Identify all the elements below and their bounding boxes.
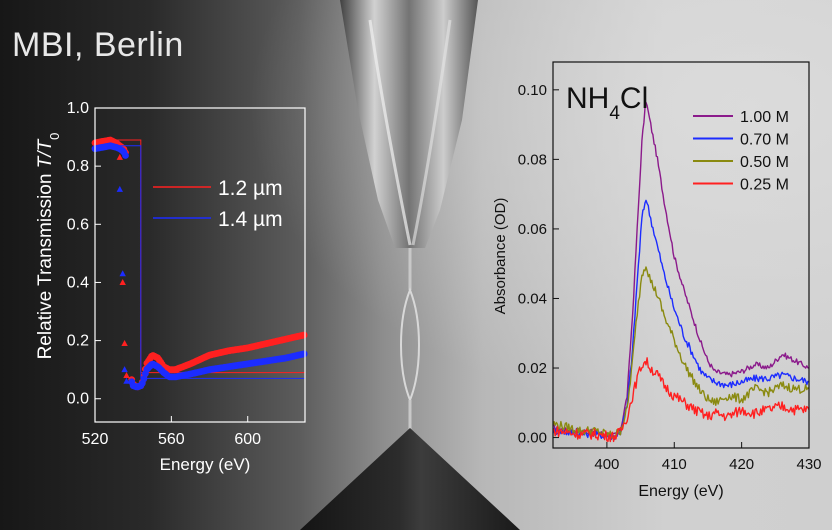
series-1-triangle-marker: [123, 377, 130, 384]
transmission-legend: 1.2 µm 1.4 µm: [153, 177, 283, 231]
absorbance-axes: 400 410 420 430 0.00 0.02 0.04 0.06 0.08 0.10: [518, 61, 822, 473]
series-0-triangle-marker: [121, 340, 128, 346]
catcher-cone-shape: [300, 428, 520, 530]
y-tick-label: 0.2: [67, 333, 89, 350]
legend-label-1: 1.4 µm: [218, 208, 283, 231]
absorbance-legend: 1.00 M 0.70 M 0.50 M 0.25 M: [693, 109, 789, 194]
x-tick-label: 420: [729, 456, 754, 473]
x-tick-label: 400: [594, 456, 619, 473]
x-tick-label: 520: [82, 431, 109, 448]
x-tick-label: 430: [796, 456, 821, 473]
series-1-triangle-marker: [119, 270, 126, 277]
x-tick-label: 600: [234, 431, 261, 448]
y-tick-label: 1.0: [67, 100, 89, 117]
legend-label-2: 0.50 M: [740, 154, 789, 171]
series-1-point: [300, 350, 308, 358]
watermark-text: MBI, Berlin: [12, 26, 184, 64]
x-tick-label: 560: [158, 431, 185, 448]
series-line-1: [552, 199, 810, 440]
transmission-axes: 520 560 600 0.0 0.2 0.4 0.6 0.8 1.0: [67, 100, 306, 448]
series-1-triangle-marker: [116, 185, 124, 192]
y-tick-label: 0.4: [67, 274, 89, 291]
x-tick-label: 410: [662, 456, 687, 473]
transmission-y-label-prefix: Relative Transmission: [35, 168, 56, 359]
absorbance-annotation: NH4Cl: [566, 82, 648, 124]
absorbance-plot-frame: [552, 61, 810, 449]
transmission-y-axis-label: Relative Transmission T/T0: [35, 133, 62, 360]
series-0-points: [91, 136, 308, 391]
y-tick-label: 0.06: [518, 221, 547, 238]
y-tick-label: 0.8: [67, 158, 89, 175]
annotation-main: NH: [566, 82, 609, 115]
series-1-triangle-marker: [121, 366, 128, 373]
series-line-2: [552, 266, 810, 439]
y-tick-label: 0.08: [518, 151, 547, 168]
series-1-point: [122, 152, 129, 159]
absorbance-y-axis-label: Absorbance (OD): [492, 198, 509, 315]
annotation-tail: Cl: [620, 82, 648, 115]
series-1-point: [140, 375, 148, 383]
legend-label-0: 1.2 µm: [218, 177, 283, 200]
series-0-triangle-marker: [116, 153, 124, 160]
y-tick-label: 0.04: [518, 290, 547, 307]
series-line-0: [552, 101, 810, 438]
y-tick-label: 0.6: [67, 216, 89, 233]
legend-label-3: 0.25 M: [740, 177, 789, 194]
legend-label-1: 0.70 M: [740, 132, 789, 149]
y-tick-label: 0.00: [518, 430, 547, 447]
absorbance-x-axis-label: Energy (eV): [638, 483, 723, 500]
y-tick-label: 0.0: [67, 391, 89, 408]
absorbance-marks: [552, 101, 810, 443]
transmission-x-axis-label: Energy (eV): [160, 455, 251, 474]
transmission-y-label-subscript: 0: [47, 133, 62, 140]
transmission-plot-frame: [94, 107, 306, 423]
transmission-y-label-variable: T/T: [35, 138, 56, 168]
annotation-subscript: 4: [609, 103, 620, 124]
series-0-triangle-marker: [123, 371, 130, 378]
legend-label-0: 1.00 M: [740, 109, 789, 126]
series-0-point: [300, 331, 308, 339]
y-tick-label: 0.02: [518, 360, 547, 377]
series-1-points: [91, 142, 308, 391]
y-tick-label: 0.10: [518, 82, 547, 99]
series-line-3: [552, 357, 810, 443]
series-0-triangle-marker: [119, 278, 126, 285]
transmission-marks: [91, 136, 308, 391]
